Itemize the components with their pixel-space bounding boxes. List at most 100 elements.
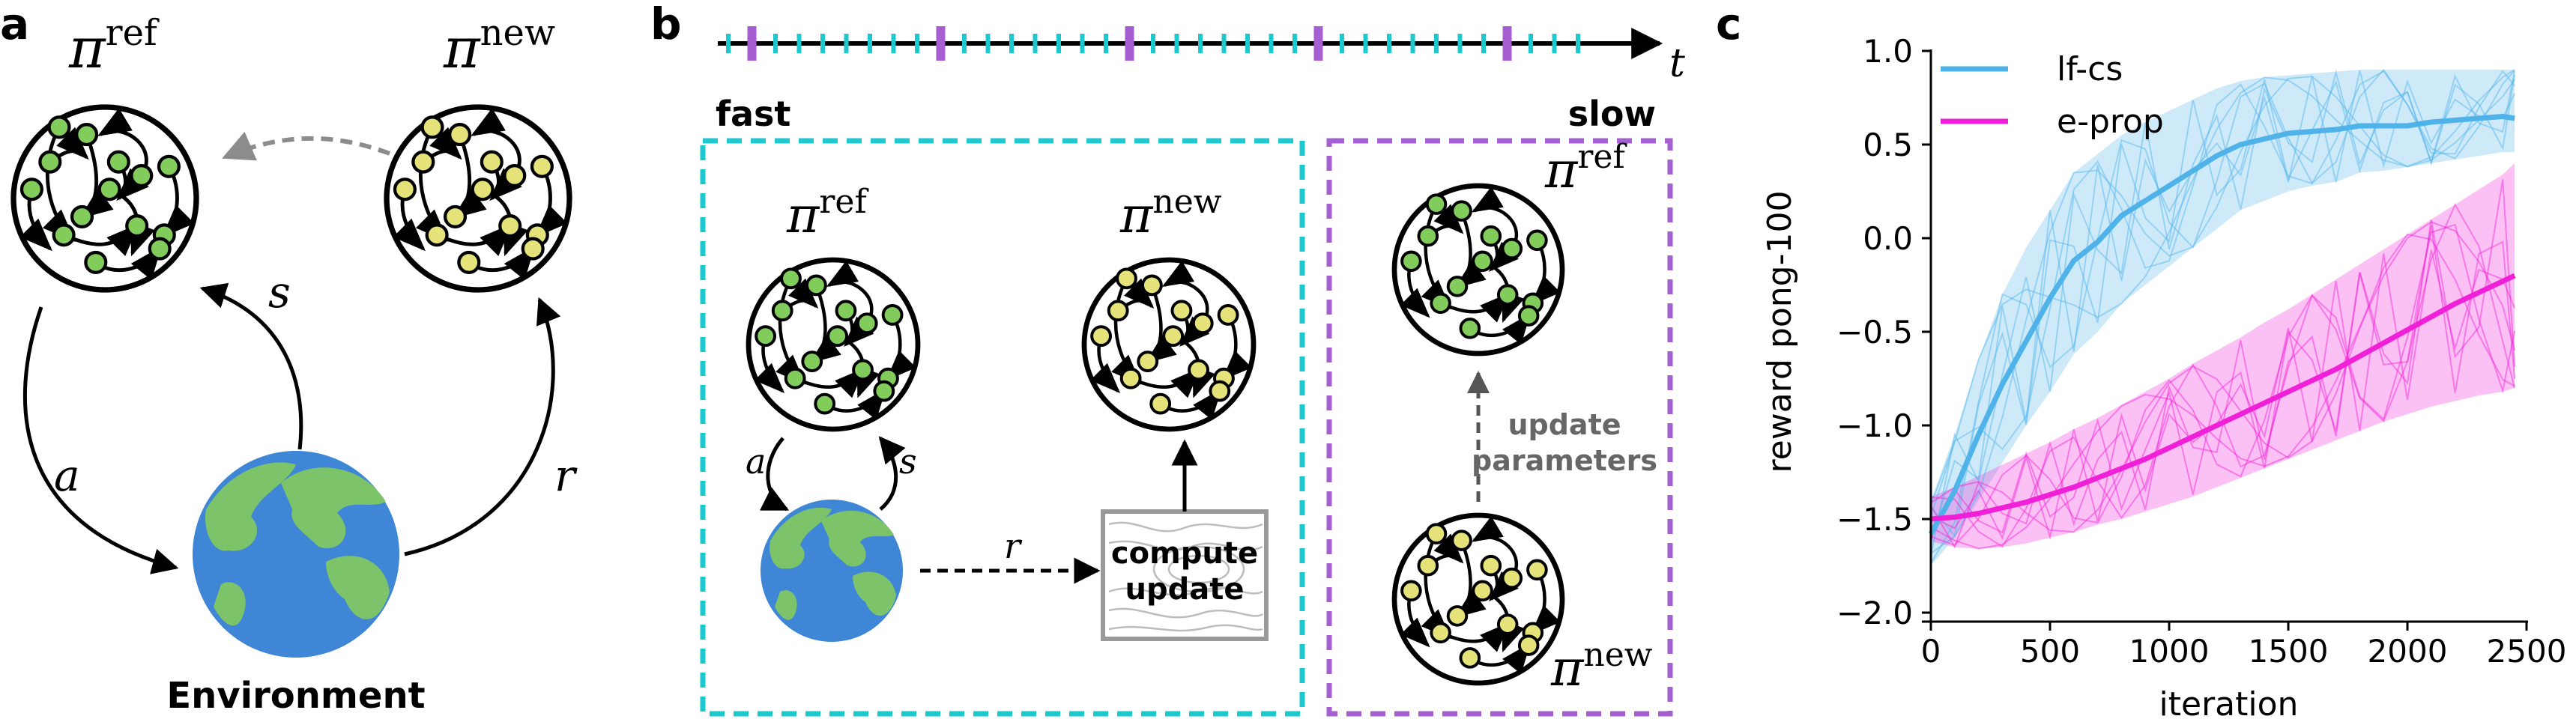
network-node — [420, 115, 444, 139]
time-label: t — [1669, 41, 1685, 86]
fast-tick — [820, 34, 825, 53]
fast-tick — [1340, 34, 1344, 53]
network-node — [1430, 622, 1451, 644]
fast-tick — [1009, 34, 1014, 53]
panel-b: b t fast slow πref πnew a s — [650, 0, 1685, 717]
network-node — [780, 267, 802, 290]
e-prop-run — [1930, 249, 2516, 541]
state-arrow-b — [878, 436, 906, 511]
network-node — [498, 214, 522, 238]
network-pi-new-slow — [1391, 512, 1565, 686]
x-tick-label: 500 — [2020, 633, 2080, 670]
e-prop-legend-label: e-prop — [2057, 103, 2164, 141]
network-node — [1480, 225, 1502, 247]
state-arrow-a — [199, 282, 303, 450]
panel-c-letter: c — [1716, 0, 1741, 49]
fast-tick — [1080, 34, 1085, 53]
network-node — [52, 223, 76, 247]
update-parameters-label-1: update — [1508, 408, 1621, 441]
e-prop-run — [1930, 221, 2516, 550]
fast-tick — [1032, 34, 1038, 53]
lf-cs-legend-label: lf-cs — [2057, 50, 2123, 88]
network-node — [1501, 237, 1523, 260]
panel-b-pi-ref-label: πref — [786, 183, 868, 244]
network-node — [1191, 312, 1214, 335]
action-arrow-a — [22, 306, 179, 574]
network-node — [1400, 250, 1422, 273]
network-node — [148, 237, 172, 261]
network-node — [75, 123, 99, 147]
network-node — [1459, 647, 1481, 669]
network-node — [1417, 225, 1439, 247]
network-node — [1140, 274, 1163, 297]
fast-tick — [1576, 34, 1580, 53]
fast-tick — [868, 34, 872, 53]
network-pi-ref-a — [10, 104, 199, 293]
reward-arrow-a — [404, 297, 561, 556]
network-node — [130, 163, 154, 188]
chart-legend: lf-cs e-prop — [1941, 50, 2164, 141]
network-node — [1480, 554, 1502, 577]
slow-tick — [1502, 26, 1512, 61]
chart-ticks: −2.0 −1.5 −1.0 −0.5 0.0 0.5 1.0 0 500 1000 1500 200… — [1836, 33, 2566, 670]
network-node — [1137, 351, 1159, 373]
lf-cs-run — [1930, 76, 2515, 518]
x-tick-label: 2500 — [2487, 633, 2567, 670]
x-tick-label: 0 — [1921, 633, 1941, 670]
network-node — [1188, 359, 1209, 381]
network-node — [771, 300, 793, 322]
fast-tick — [726, 34, 731, 53]
time-ticks — [726, 26, 1580, 61]
lf-cs-run — [1930, 70, 2515, 506]
network-node — [1217, 304, 1239, 326]
lf-cs-run — [1930, 69, 2516, 556]
e-prop-run — [1930, 233, 2515, 533]
network-node — [1472, 580, 1493, 602]
network-pi-ref-b — [746, 257, 921, 432]
network-node — [47, 115, 71, 139]
network-node — [125, 214, 149, 238]
panel-c: c −2.0 −1.5 −1.0 −0.5 0.0 0.5 1.0 0 500 1000 1500 2… — [1716, 0, 2566, 719]
fast-tick — [1410, 34, 1415, 53]
network-node — [480, 150, 504, 174]
e-prop-run — [1930, 225, 2516, 549]
action-arrow-b — [759, 437, 790, 512]
panel-a-pi-new-label: πnew — [443, 12, 555, 81]
fast-tick — [1198, 34, 1203, 53]
network-node — [755, 325, 777, 348]
y-tick-label: −2.0 — [1836, 595, 1913, 631]
network-node — [852, 359, 874, 381]
network-node — [84, 250, 108, 274]
update-parameters-label-2: parameters — [1472, 444, 1657, 477]
fast-tick — [962, 34, 967, 53]
slow-tick — [1125, 26, 1134, 61]
network-node — [448, 123, 472, 147]
network-node — [1459, 318, 1481, 339]
fast-tick — [844, 34, 849, 53]
network-pi-ref-slow — [1391, 183, 1565, 357]
panel-b-pi-new-label: πnew — [1119, 183, 1222, 244]
network-node — [1116, 267, 1137, 290]
network-node — [19, 178, 43, 201]
network-pi-new-b — [1081, 257, 1257, 432]
y-tick-label: −1.5 — [1836, 501, 1913, 538]
compute-label-1: compute — [1111, 536, 1258, 571]
network-node — [1517, 305, 1540, 327]
slow-loop-box — [1326, 138, 1673, 717]
fast-tick — [1363, 34, 1368, 53]
compute-update-box: compute update — [1101, 509, 1269, 641]
y-tick-label: 1.0 — [1863, 33, 1913, 70]
y-tick-label: −0.5 — [1836, 314, 1913, 351]
chart-bands — [1931, 70, 2515, 566]
network-node — [856, 312, 878, 335]
fast-tick — [985, 34, 991, 53]
network-node — [1119, 367, 1142, 389]
x-tick-label: 1000 — [2129, 633, 2210, 670]
network-node — [1526, 229, 1548, 252]
network-node — [826, 325, 849, 348]
network-node — [1400, 580, 1422, 602]
network-node — [881, 304, 904, 326]
network-node — [1451, 200, 1472, 222]
network-node — [471, 178, 495, 201]
panel-a-letter: a — [0, 0, 29, 49]
